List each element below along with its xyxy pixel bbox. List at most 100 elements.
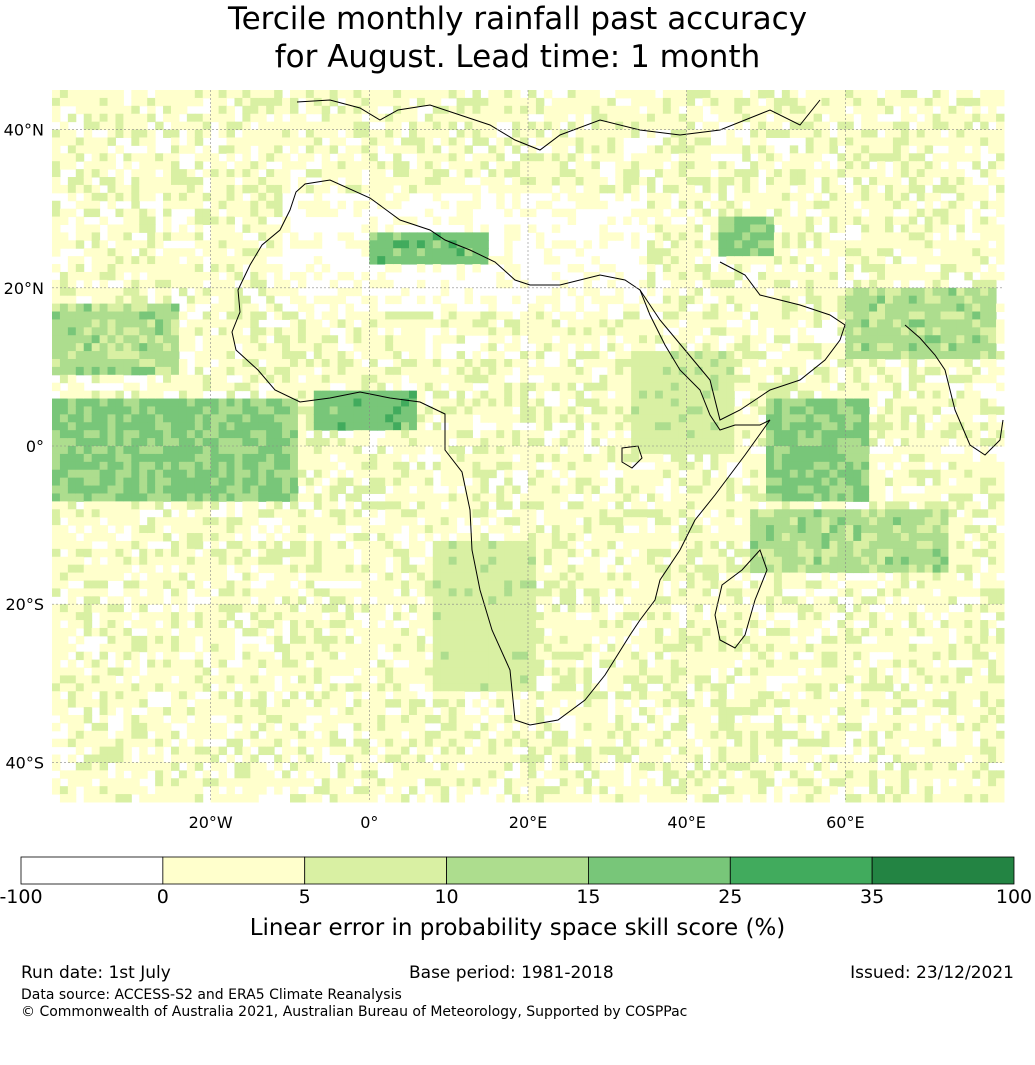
skill-cell bbox=[115, 509, 124, 518]
skill-cell bbox=[139, 525, 148, 534]
skill-cell bbox=[107, 351, 116, 360]
skill-cell bbox=[448, 446, 458, 455]
skill-cell bbox=[83, 200, 93, 210]
skill-cell bbox=[559, 572, 569, 581]
skill-cell bbox=[607, 746, 616, 756]
skill-cell bbox=[131, 699, 140, 708]
skill-cell bbox=[242, 556, 251, 566]
skill-cell bbox=[194, 659, 204, 669]
skill-cell bbox=[401, 366, 410, 376]
skill-cell bbox=[59, 683, 69, 692]
skill-cell bbox=[488, 414, 497, 423]
skill-cell bbox=[424, 430, 434, 439]
skill-cell bbox=[282, 754, 291, 763]
skill-cell bbox=[59, 240, 69, 249]
skill-cell bbox=[464, 612, 473, 621]
skill-cell bbox=[250, 754, 259, 763]
skill-cell bbox=[147, 216, 156, 225]
skill-cell bbox=[464, 517, 473, 526]
skill-cell bbox=[551, 525, 561, 534]
skill-cell bbox=[99, 627, 109, 637]
skill-cell bbox=[91, 627, 101, 637]
skill-cell bbox=[171, 540, 180, 550]
skill-cell bbox=[448, 564, 458, 574]
skill-cell bbox=[321, 97, 331, 107]
skill-cell bbox=[456, 746, 466, 756]
skill-cell bbox=[329, 374, 339, 384]
skill-cell bbox=[520, 525, 529, 534]
skill-cell bbox=[75, 509, 85, 518]
skill-cell bbox=[535, 469, 545, 479]
skill-cell bbox=[599, 501, 608, 510]
skill-cell bbox=[567, 675, 577, 684]
skill-cell bbox=[210, 596, 220, 605]
skill-cell bbox=[456, 778, 466, 787]
skill-cell bbox=[512, 319, 521, 328]
skill-cell bbox=[496, 145, 505, 154]
skill-cell bbox=[266, 564, 275, 574]
skill-cell bbox=[575, 446, 585, 455]
skill-cell bbox=[329, 279, 339, 289]
skill-cell bbox=[528, 675, 537, 684]
skill-cell bbox=[432, 770, 442, 779]
skill-cell bbox=[496, 113, 505, 123]
skill-cell bbox=[210, 398, 220, 407]
skill-cell bbox=[258, 453, 267, 463]
skill-cell bbox=[282, 216, 291, 225]
skill-cell bbox=[385, 588, 394, 597]
skill-cell bbox=[297, 295, 307, 305]
skill-cell bbox=[305, 762, 315, 771]
skill-cell bbox=[163, 620, 172, 629]
skill-cell bbox=[186, 683, 196, 692]
skill-cell bbox=[369, 240, 378, 249]
skill-cell bbox=[210, 311, 220, 320]
skill-cell bbox=[75, 540, 85, 550]
skill-cell bbox=[258, 612, 267, 621]
skill-cell bbox=[535, 240, 545, 249]
skill-cell bbox=[440, 319, 450, 328]
skill-cell bbox=[91, 683, 101, 692]
skill-cell bbox=[155, 161, 164, 170]
skill-cell bbox=[472, 200, 481, 210]
skill-cell bbox=[480, 588, 489, 597]
skill-cell bbox=[163, 224, 172, 233]
skill-cell bbox=[186, 453, 196, 463]
skill-cell bbox=[416, 643, 426, 653]
skill-cell bbox=[345, 572, 354, 581]
skill-cell bbox=[234, 90, 243, 99]
skill-cell bbox=[409, 216, 418, 225]
skill-cell bbox=[424, 184, 434, 194]
skill-cell bbox=[345, 113, 354, 123]
skill-cell bbox=[607, 414, 616, 423]
skill-cell bbox=[615, 398, 624, 407]
skill-cell bbox=[615, 295, 624, 305]
skill-cell bbox=[504, 643, 513, 653]
skill-cell bbox=[258, 762, 267, 771]
skill-cell bbox=[504, 540, 513, 550]
skill-cell bbox=[290, 572, 299, 581]
skill-cell bbox=[583, 778, 592, 787]
skill-cell bbox=[313, 319, 323, 328]
skill-cell bbox=[599, 778, 608, 787]
skill-cell bbox=[512, 271, 521, 281]
skill-cell bbox=[329, 699, 339, 708]
skill-cell bbox=[123, 446, 132, 455]
skill-cell bbox=[83, 446, 93, 455]
skill-cell bbox=[456, 430, 466, 439]
skill-cell bbox=[99, 730, 109, 740]
skill-cell bbox=[75, 588, 85, 597]
skill-cell bbox=[472, 161, 481, 170]
skill-cell bbox=[266, 730, 275, 740]
skill-cell bbox=[67, 382, 77, 392]
skill-cell bbox=[480, 580, 489, 589]
skill-cell bbox=[583, 509, 592, 518]
skill-cell bbox=[147, 430, 156, 439]
skill-cell bbox=[171, 121, 180, 131]
skill-cell bbox=[377, 200, 386, 210]
skill-cell bbox=[543, 335, 553, 344]
skill-cell bbox=[282, 430, 291, 439]
skill-cell bbox=[163, 683, 172, 692]
skill-cell bbox=[448, 232, 458, 241]
skill-cell bbox=[567, 683, 577, 692]
skill-cell bbox=[329, 414, 339, 423]
